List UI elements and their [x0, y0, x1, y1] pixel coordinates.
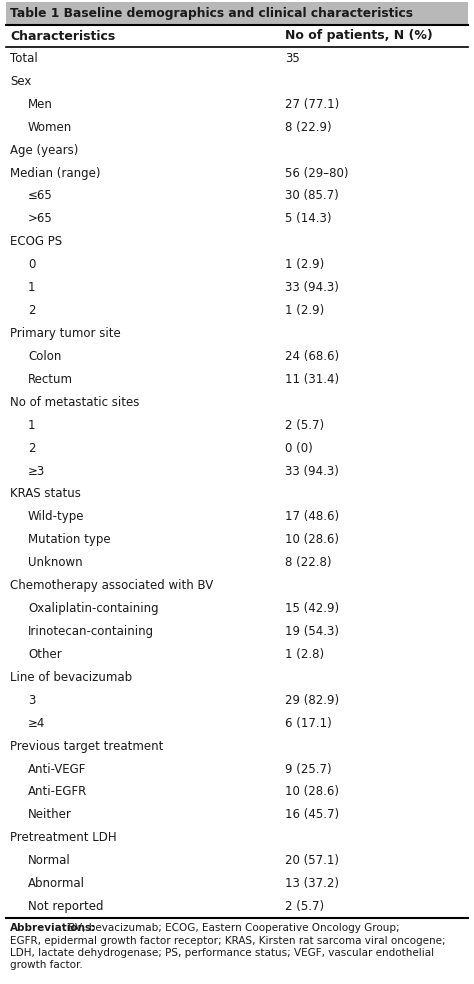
Text: 8 (22.8): 8 (22.8): [285, 556, 331, 569]
Text: Mutation type: Mutation type: [28, 533, 110, 546]
Text: 27 (77.1): 27 (77.1): [285, 97, 339, 111]
Text: >65: >65: [28, 213, 53, 225]
Text: Characteristics: Characteristics: [10, 30, 115, 42]
Text: 13 (37.2): 13 (37.2): [285, 877, 339, 891]
Text: Wild-type: Wild-type: [28, 511, 84, 523]
Text: 16 (45.7): 16 (45.7): [285, 808, 339, 822]
Text: 33 (94.3): 33 (94.3): [285, 464, 339, 477]
Text: 1 (2.9): 1 (2.9): [285, 258, 324, 272]
Text: Rectum: Rectum: [28, 373, 73, 386]
Text: growth factor.: growth factor.: [10, 960, 83, 970]
Text: 20 (57.1): 20 (57.1): [285, 854, 339, 867]
Text: Men: Men: [28, 97, 53, 111]
Text: Other: Other: [28, 647, 62, 661]
Text: Anti-VEGF: Anti-VEGF: [28, 763, 86, 775]
Text: 30 (85.7): 30 (85.7): [285, 190, 339, 203]
Text: Not reported: Not reported: [28, 900, 103, 913]
Text: 33 (94.3): 33 (94.3): [285, 281, 339, 294]
Text: 0 (0): 0 (0): [285, 442, 313, 455]
Text: ≤65: ≤65: [28, 190, 53, 203]
Text: 15 (42.9): 15 (42.9): [285, 602, 339, 615]
Text: Chemotherapy associated with BV: Chemotherapy associated with BV: [10, 580, 213, 592]
Text: Women: Women: [28, 121, 72, 134]
Text: Line of bevacizumab: Line of bevacizumab: [10, 671, 132, 684]
Text: ECOG PS: ECOG PS: [10, 235, 62, 248]
Text: Normal: Normal: [28, 854, 71, 867]
Text: Age (years): Age (years): [10, 144, 78, 156]
Text: Primary tumor site: Primary tumor site: [10, 327, 121, 340]
Text: Anti-EGFR: Anti-EGFR: [28, 785, 87, 798]
Text: ≥3: ≥3: [28, 464, 45, 477]
Text: 11 (31.4): 11 (31.4): [285, 373, 339, 386]
Text: Unknown: Unknown: [28, 556, 82, 569]
Text: Median (range): Median (range): [10, 166, 100, 179]
Text: ≥4: ≥4: [28, 716, 46, 730]
Text: KRAS status: KRAS status: [10, 487, 81, 501]
Text: 2 (5.7): 2 (5.7): [285, 900, 324, 913]
Text: 1 (2.9): 1 (2.9): [285, 304, 324, 317]
Text: 10 (28.6): 10 (28.6): [285, 785, 339, 798]
Text: 8 (22.9): 8 (22.9): [285, 121, 332, 134]
Text: BV, bevacizumab; ECOG, Eastern Cooperative Oncology Group;: BV, bevacizumab; ECOG, Eastern Cooperati…: [64, 923, 399, 933]
Text: 35: 35: [285, 52, 300, 65]
Text: LDH, lactate dehydrogenase; PS, performance status; VEGF, vascular endothelial: LDH, lactate dehydrogenase; PS, performa…: [10, 948, 434, 958]
Text: 29 (82.9): 29 (82.9): [285, 694, 339, 707]
Text: No of metastatic sites: No of metastatic sites: [10, 396, 139, 408]
Text: Previous target treatment: Previous target treatment: [10, 740, 164, 753]
Text: Irinotecan-containing: Irinotecan-containing: [28, 625, 154, 638]
Text: 6 (17.1): 6 (17.1): [285, 716, 332, 730]
Text: Table 1 Baseline demographics and clinical characteristics: Table 1 Baseline demographics and clinic…: [10, 7, 413, 20]
Bar: [6, 2, 468, 24]
Text: Oxaliplatin-containing: Oxaliplatin-containing: [28, 602, 159, 615]
Text: 0: 0: [28, 258, 36, 272]
Text: Total: Total: [10, 52, 38, 65]
Text: 2 (5.7): 2 (5.7): [285, 419, 324, 432]
Text: Sex: Sex: [10, 75, 31, 88]
Text: 2: 2: [28, 442, 36, 455]
Text: EGFR, epidermal growth factor receptor; KRAS, Kirsten rat sarcoma viral oncogene: EGFR, epidermal growth factor receptor; …: [10, 936, 446, 946]
Text: Colon: Colon: [28, 350, 61, 363]
Text: 19 (54.3): 19 (54.3): [285, 625, 339, 638]
Text: 1: 1: [28, 281, 36, 294]
Text: 2: 2: [28, 304, 36, 317]
Text: Pretreatment LDH: Pretreatment LDH: [10, 831, 117, 844]
Text: No of patients, N (%): No of patients, N (%): [285, 30, 433, 42]
Text: 9 (25.7): 9 (25.7): [285, 763, 332, 775]
Text: 5 (14.3): 5 (14.3): [285, 213, 331, 225]
Text: 24 (68.6): 24 (68.6): [285, 350, 339, 363]
Text: 1 (2.8): 1 (2.8): [285, 647, 324, 661]
Text: Abbreviations:: Abbreviations:: [10, 923, 96, 933]
Text: Neither: Neither: [28, 808, 72, 822]
Text: 56 (29–80): 56 (29–80): [285, 166, 348, 179]
Text: 3: 3: [28, 694, 36, 707]
Text: 1: 1: [28, 419, 36, 432]
Text: 10 (28.6): 10 (28.6): [285, 533, 339, 546]
Text: Abnormal: Abnormal: [28, 877, 85, 891]
Text: 17 (48.6): 17 (48.6): [285, 511, 339, 523]
